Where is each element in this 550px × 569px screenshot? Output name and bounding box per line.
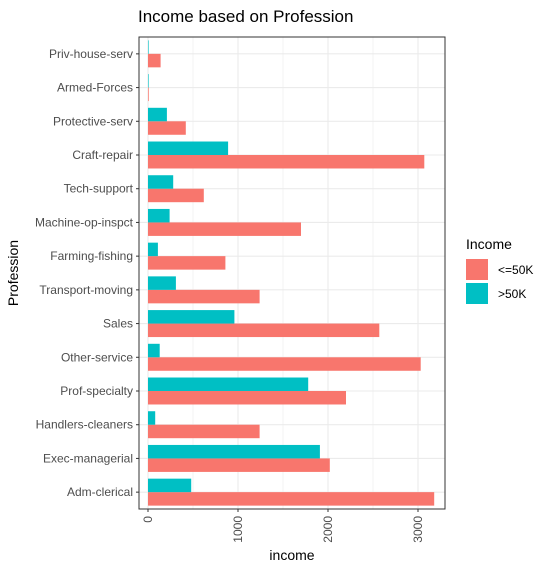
bar-gt50k-farming-fishing: [148, 242, 158, 257]
bar-gt50k-sales: [148, 310, 235, 324]
y-axis-ticks: Adm-clerical Exec-managerial Handlers-clea…: [35, 47, 139, 499]
bar-gt50k-armed-forces: [148, 74, 149, 88]
y-tick-label: Transport-moving: [39, 283, 133, 297]
bar-le50k-priv-house-serv: [148, 53, 161, 68]
bar-gt50k-craft-repair: [148, 141, 229, 155]
bar-gt50k-transport-moving: [148, 276, 176, 290]
bar-gt50k-other-service: [148, 343, 160, 358]
bar-le50k-armed-forces: [148, 87, 149, 102]
bar-gt50k-exec-managerial: [148, 444, 320, 459]
x-axis-title: income: [269, 547, 314, 563]
legend-label-gt50k: >50K: [498, 287, 526, 301]
y-tick-label: Farming-fishing: [50, 249, 133, 263]
bar-gt50k-prof-specialty: [148, 377, 309, 391]
y-tick-label: Machine-op-inspct: [35, 215, 134, 229]
legend-label-le50k: <=50K: [498, 263, 533, 277]
x-tick-label: 3000: [411, 516, 425, 543]
bar-gt50k-handlers-cleaners: [148, 411, 156, 425]
y-tick-label: Other-service: [61, 350, 133, 364]
y-tick-label: Protective-serv: [53, 114, 133, 128]
legend-title: Income: [466, 236, 512, 252]
bar-le50k-tech-support: [148, 188, 204, 203]
bar-le50k-adm-clerical: [148, 492, 435, 506]
y-tick-label: Priv-house-serv: [49, 47, 133, 61]
y-tick-label: Armed-Forces: [57, 81, 133, 95]
legend-key-gt50k: [466, 283, 488, 304]
bar-le50k-machine-op-inspct: [148, 222, 301, 236]
bar-gt50k-protective-serv: [148, 107, 167, 122]
legend: Income <=50K >50K: [466, 236, 533, 304]
x-axis-ticks: 0 1000 2000 3000: [141, 509, 425, 543]
bar-le50k-sales: [148, 323, 380, 338]
bar-gt50k-adm-clerical: [148, 478, 192, 493]
chart-title: Income based on Profession: [138, 7, 353, 26]
bar-gt50k-machine-op-inspct: [148, 208, 170, 223]
y-axis-title: Profession: [5, 240, 21, 306]
y-tick-label: Sales: [103, 317, 133, 331]
bar-gt50k-tech-support: [148, 175, 174, 189]
y-tick-label: Handlers-cleaners: [36, 418, 133, 432]
bar-le50k-exec-managerial: [148, 458, 330, 472]
legend-items: <=50K >50K: [466, 259, 533, 304]
y-tick-label: Craft-repair: [72, 148, 133, 162]
y-tick-label: Prof-specialty: [60, 384, 133, 398]
y-tick-label: Adm-clerical: [67, 485, 133, 499]
bar-le50k-farming-fishing: [148, 256, 226, 270]
x-tick-label: 1000: [231, 516, 245, 543]
plot-border: [138, 36, 446, 510]
bar-le50k-craft-repair: [148, 155, 425, 169]
bar-le50k-protective-serv: [148, 121, 186, 135]
bar-le50k-handlers-cleaners: [148, 424, 260, 439]
bar-le50k-prof-specialty: [148, 391, 346, 405]
bar-gt50k-priv-house-serv: [148, 40, 149, 54]
bars: [148, 40, 435, 506]
bar-le50k-transport-moving: [148, 289, 260, 304]
bar-le50k-other-service: [148, 357, 421, 371]
y-tick-label: Exec-managerial: [43, 451, 133, 465]
x-tick-label: 2000: [321, 516, 335, 543]
x-tick-label: 0: [141, 516, 155, 523]
y-tick-label: Tech-support: [64, 182, 134, 196]
legend-key-le50k: [466, 259, 488, 280]
